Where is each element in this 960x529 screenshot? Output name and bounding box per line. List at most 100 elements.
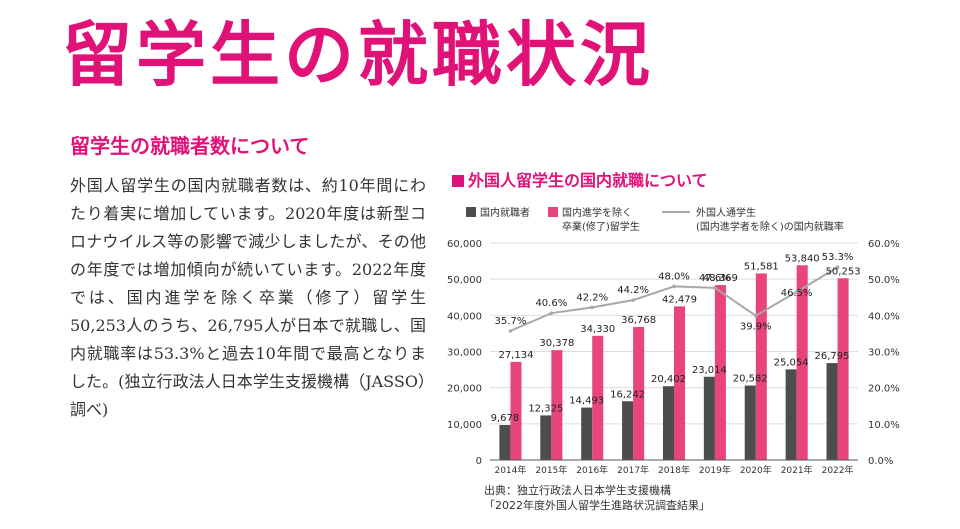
bar-graduates xyxy=(510,361,522,460)
x-tick-label: 2016年 xyxy=(576,464,608,476)
chart-legend: 国内就職者 国内進学を除く卒業(修了)留学生 外国人通学生(国内進学者を除く)の国内… xyxy=(466,206,844,233)
label-employment-rate: 47.6% xyxy=(699,273,731,284)
x-tick-label: 2018年 xyxy=(658,464,690,476)
chart-heading-label: 外国人留学生の国内就職について xyxy=(468,171,708,190)
data-labels: 9,678 27,134 35.7% 12,325 30,378 40.6% 14,493 3… xyxy=(491,252,861,424)
legend-label-rate-1: 外国人通学生 xyxy=(696,206,756,219)
bar-graduates xyxy=(837,278,849,460)
section-heading: 留学生の就職者数について xyxy=(70,134,310,158)
rate-point xyxy=(713,286,717,290)
x-tick-label: 2022年 xyxy=(822,464,854,476)
legend-swatch-graduates xyxy=(548,207,558,217)
rate-point xyxy=(590,305,595,310)
label-graduates: 53,840 xyxy=(785,253,820,264)
label-employment-rate: 35.7% xyxy=(495,316,527,327)
label-domestic-employment: 23,014 xyxy=(692,365,727,376)
rate-point xyxy=(794,290,799,294)
page-title: 留学生の就職状況 xyxy=(62,13,654,96)
label-graduates: 51,581 xyxy=(744,261,779,272)
legend-label-domestic: 国内就職者 xyxy=(480,206,530,219)
y-tick-left: 50,000 xyxy=(447,275,482,286)
legend-swatch-domestic xyxy=(466,207,476,217)
y-tick-right: 30.0% xyxy=(868,348,900,359)
y-tick-left: 20,000 xyxy=(447,384,482,395)
label-employment-rate: 48.0% xyxy=(658,271,690,282)
bar-graduates xyxy=(633,327,645,460)
bar-graduates xyxy=(674,306,686,460)
bar-graduates xyxy=(714,285,726,460)
y-tick-right: 40.0% xyxy=(868,311,900,322)
x-tick-label: 2019年 xyxy=(699,464,731,476)
bar-graduates xyxy=(551,350,563,460)
y-tick-right: 20.0% xyxy=(868,384,900,395)
label-domestic-employment: 25,054 xyxy=(774,357,809,368)
label-graduates: 36,768 xyxy=(621,315,656,326)
rate-line-series xyxy=(508,265,840,333)
label-graduates: 30,378 xyxy=(539,338,574,349)
label-domestic-employment: 16,242 xyxy=(610,389,645,400)
label-employment-rate: 44.2% xyxy=(617,285,649,296)
x-tick-label: 2015年 xyxy=(535,464,567,476)
y-tick-right: 10.0% xyxy=(868,420,900,431)
bar-graduates xyxy=(592,335,604,460)
legend-label-rate-2: (国内進学者を除く)の国内就職率 xyxy=(696,220,844,233)
label-domestic-employment: 20,402 xyxy=(651,374,686,385)
y-tick-left: 40,000 xyxy=(447,311,482,322)
bar-domestic-employment xyxy=(744,385,756,460)
rate-point xyxy=(672,284,676,289)
bar-domestic-employment xyxy=(662,386,674,460)
x-tick-label: 2021年 xyxy=(781,464,813,476)
bar-graduates xyxy=(796,265,808,460)
rate-point xyxy=(835,265,840,270)
y-tick-right: 50.0% xyxy=(868,275,900,286)
x-tick-label: 2017年 xyxy=(617,464,649,476)
y-tick-right: 60.0% xyxy=(868,239,900,250)
y-tick-left: 0 xyxy=(476,456,482,467)
source-line-2: 「2022年度外国人留学生進路状況調査結果」 xyxy=(484,499,710,512)
bar-graduates xyxy=(755,273,767,460)
body-paragraph: 外国人留学生の国内就職者数は、約10年間にわたり着実に増加しています。2020年… xyxy=(70,176,426,419)
bar-domestic-employment xyxy=(785,369,797,460)
label-graduates: 27,134 xyxy=(498,350,533,361)
bar-domestic-employment xyxy=(499,424,511,460)
y-tick-left: 30,000 xyxy=(447,348,482,359)
label-employment-rate: 39.9% xyxy=(740,322,772,333)
source-line-1: 出典：独立行政法人日本学生支援機構 xyxy=(484,484,671,497)
y-axis-right: 0.0% 10.0% 20.0% 30.0% 40.0% 50.0% 60.0% xyxy=(868,239,900,467)
rate-point xyxy=(753,313,758,318)
label-domestic-employment: 26,795 xyxy=(815,351,850,362)
label-employment-rate: 40.6% xyxy=(535,298,567,309)
bar-domestic-employment xyxy=(540,415,552,460)
rate-point xyxy=(549,311,554,315)
label-graduates: 48,369 xyxy=(703,273,738,284)
bar-domestic-employment xyxy=(622,401,634,460)
label-domestic-employment: 9,678 xyxy=(491,413,520,424)
label-employment-rate: 46.5% xyxy=(781,288,813,299)
label-employment-rate: 42.2% xyxy=(576,292,608,303)
rate-point xyxy=(631,298,635,302)
bar-domestic-employment xyxy=(826,363,838,460)
label-domestic-employment: 14,493 xyxy=(569,396,604,407)
x-tick-label: 2014年 xyxy=(494,464,526,476)
legend-label-graduates-1: 国内進学を除く xyxy=(562,206,632,219)
heading-square-icon xyxy=(452,175,464,187)
label-domestic-employment: 12,325 xyxy=(528,403,563,414)
chart-heading: 外国人留学生の国内就職について xyxy=(452,170,708,192)
bar-series xyxy=(499,265,849,460)
x-tick-label: 2020年 xyxy=(740,464,772,476)
rate-point xyxy=(508,329,513,333)
label-employment-rate: 53.3% xyxy=(822,252,854,263)
label-domestic-employment: 20,582 xyxy=(733,374,768,385)
y-tick-right: 0.0% xyxy=(868,456,893,467)
label-graduates: 50,253 xyxy=(826,266,861,277)
y-tick-left: 10,000 xyxy=(447,420,482,431)
y-axis-left: 0 10,000 20,000 30,000 40,000 50,000 60,000 xyxy=(447,239,482,467)
source-note: 出典：独立行政法人日本学生支援機構 「2022年度外国人留学生進路状況調査結果」 xyxy=(484,483,710,513)
y-tick-left: 60,000 xyxy=(447,239,482,250)
x-axis: 2014年 2015年 2016年 2017年 2018年 2019年 2020年 2021年… xyxy=(490,459,858,476)
bar-domestic-employment xyxy=(703,376,715,460)
legend-label-graduates-2: 卒業(修了)留学生 xyxy=(562,220,640,233)
bar-domestic-employment xyxy=(581,407,593,460)
label-graduates: 42,479 xyxy=(662,294,697,305)
